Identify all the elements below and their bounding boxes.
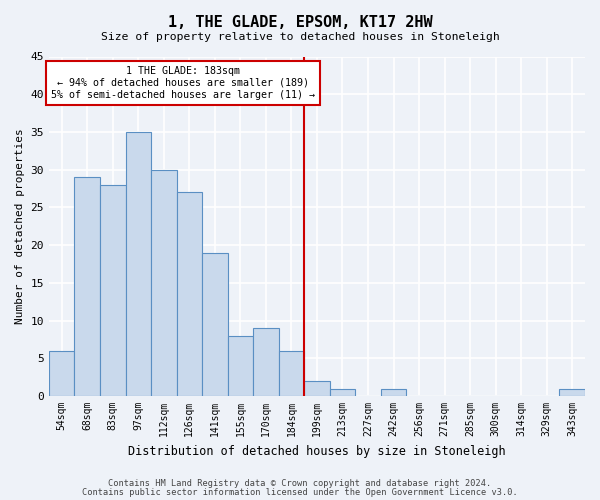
Bar xyxy=(49,351,74,396)
Bar xyxy=(330,388,355,396)
Bar xyxy=(304,381,330,396)
Text: Size of property relative to detached houses in Stoneleigh: Size of property relative to detached ho… xyxy=(101,32,499,42)
Text: Contains HM Land Registry data © Crown copyright and database right 2024.: Contains HM Land Registry data © Crown c… xyxy=(109,479,491,488)
Bar xyxy=(202,252,227,396)
Bar xyxy=(125,132,151,396)
Bar xyxy=(74,177,100,396)
Bar xyxy=(559,388,585,396)
Bar xyxy=(100,185,125,396)
Bar xyxy=(176,192,202,396)
Bar xyxy=(381,388,406,396)
X-axis label: Distribution of detached houses by size in Stoneleigh: Distribution of detached houses by size … xyxy=(128,444,506,458)
Bar xyxy=(227,336,253,396)
Bar xyxy=(253,328,278,396)
Y-axis label: Number of detached properties: Number of detached properties xyxy=(15,128,25,324)
Bar xyxy=(151,170,176,396)
Text: 1 THE GLADE: 183sqm
← 94% of detached houses are smaller (189)
5% of semi-detach: 1 THE GLADE: 183sqm ← 94% of detached ho… xyxy=(51,66,315,100)
Bar xyxy=(278,351,304,396)
Text: Contains public sector information licensed under the Open Government Licence v3: Contains public sector information licen… xyxy=(82,488,518,497)
Text: 1, THE GLADE, EPSOM, KT17 2HW: 1, THE GLADE, EPSOM, KT17 2HW xyxy=(167,15,433,30)
